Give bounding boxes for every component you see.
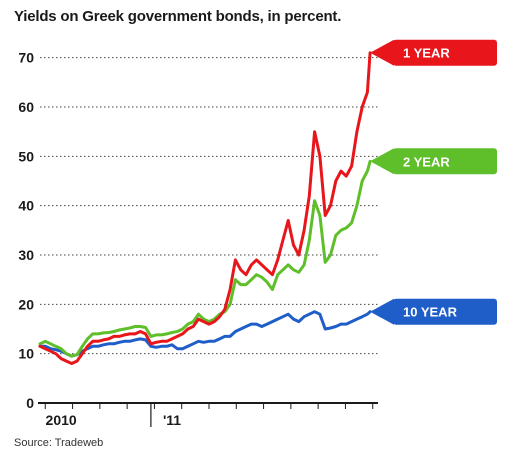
y-tick-label: 20 xyxy=(18,296,34,312)
series-line-2-year xyxy=(38,159,372,358)
series-line-1-year xyxy=(38,51,372,365)
series-line-10-year xyxy=(38,310,372,358)
tag-box xyxy=(393,39,497,66)
series-tag-1-year: 1 YEAR xyxy=(370,39,497,66)
y-tick-label: 60 xyxy=(18,99,34,115)
tag-label: 2 YEAR xyxy=(403,154,450,169)
tag-pointer xyxy=(370,298,394,325)
tag-box xyxy=(393,148,497,175)
series-tag-2-year: 2 YEAR xyxy=(370,148,497,175)
y-tick-label: 10 xyxy=(18,346,34,362)
y-tick-label: 30 xyxy=(18,247,34,263)
chart-title: Yields on Greek government bonds, in per… xyxy=(14,8,342,25)
y-tick-label: 0 xyxy=(26,395,34,411)
x-tick-label: '11 xyxy=(163,412,181,428)
source-note: Source: Tradeweb xyxy=(14,437,104,449)
series-legend-tags: 1 YEAR 2 YEAR 10 YEAR xyxy=(370,39,497,325)
tag-pointer xyxy=(370,148,394,175)
x-axis: 2010 '11 xyxy=(38,402,378,428)
tag-label: 10 YEAR xyxy=(403,305,458,320)
grid-lines xyxy=(40,57,378,355)
tag-pointer xyxy=(370,39,394,66)
tag-label: 1 YEAR xyxy=(403,46,450,61)
series-tag-10-year: 10 YEAR xyxy=(370,298,497,325)
y-tick-label: 70 xyxy=(18,50,34,66)
series-lines xyxy=(38,51,372,365)
y-tick-label: 40 xyxy=(18,198,34,214)
tag-box xyxy=(393,298,497,325)
y-axis-ticks: 0 10 20 30 40 50 60 70 xyxy=(18,50,34,411)
y-tick-label: 50 xyxy=(18,148,34,164)
x-tick-label: 2010 xyxy=(46,412,77,428)
